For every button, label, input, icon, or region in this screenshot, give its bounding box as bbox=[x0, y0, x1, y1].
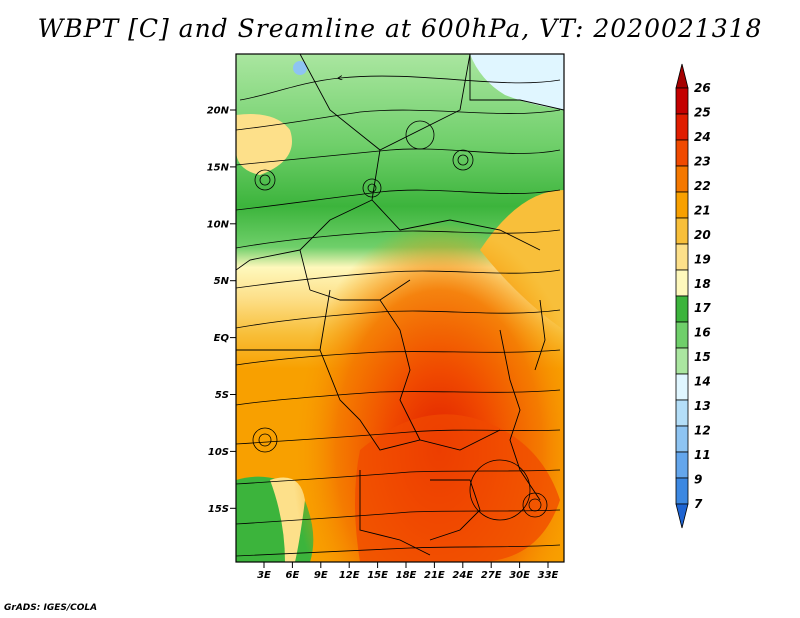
colorbar-swatch bbox=[675, 243, 689, 271]
colorbar-top-arrow bbox=[675, 63, 689, 89]
lon-label: 33E bbox=[538, 570, 559, 581]
colorbar-swatch bbox=[675, 87, 689, 115]
colorbar-label: 17 bbox=[694, 301, 711, 315]
lat-label: 15N bbox=[207, 162, 230, 173]
colorbar-swatch bbox=[675, 347, 689, 375]
colorbar-swatch bbox=[675, 451, 689, 479]
colorbar-swatch bbox=[675, 269, 689, 297]
lon-label: 15E bbox=[367, 570, 388, 581]
colorbar-label: 16 bbox=[694, 326, 711, 340]
colorbar-swatch bbox=[675, 373, 689, 401]
lat-label: 20N bbox=[207, 106, 230, 117]
colorbar-label: 20 bbox=[694, 228, 711, 242]
streamlines bbox=[236, 76, 561, 557]
lat-label: 15S bbox=[208, 504, 229, 515]
colorbar-swatch bbox=[675, 399, 689, 427]
colorbar-label: 15 bbox=[694, 350, 711, 364]
colorbar-swatch bbox=[675, 321, 689, 349]
colorbar-label: 25 bbox=[694, 105, 711, 119]
map-title: WBPT [C] and Sreamline at 600hPa, VT: 20… bbox=[37, 14, 763, 43]
lon-label: 6E bbox=[286, 570, 300, 581]
colorbar-label: 23 bbox=[694, 154, 711, 168]
map-frame bbox=[235, 53, 565, 563]
colorbar-label: 21 bbox=[694, 203, 711, 217]
lat-label: 10S bbox=[208, 447, 229, 458]
colorbar-label: 7 bbox=[694, 497, 703, 511]
colorbar-swatch bbox=[675, 425, 689, 453]
lon-label: 9E bbox=[314, 570, 328, 581]
lon-label: 30E bbox=[509, 570, 530, 581]
colorbar-label: 26 bbox=[694, 81, 711, 95]
lat-axis: 20N 15N 10N 5N EQ 5S 10S 15S bbox=[207, 106, 236, 515]
lat-label: 10N bbox=[207, 219, 230, 230]
footer-credit: GrADS: IGES/COLA bbox=[4, 603, 98, 613]
colorbar-swatch bbox=[675, 113, 689, 141]
colorbar-swatch bbox=[675, 295, 689, 323]
colorbar-label: 9 bbox=[694, 473, 702, 487]
colorbar-label: 11 bbox=[694, 448, 711, 462]
lon-label: 27E bbox=[481, 570, 502, 581]
lat-label: EQ bbox=[214, 333, 230, 344]
lon-label: 18E bbox=[396, 570, 417, 581]
lon-axis: 3E 6E 9E 12E 15E 18E 21E 24E 27E 30E 33E bbox=[257, 562, 559, 581]
lon-label: 21E bbox=[424, 570, 445, 581]
lat-label: 5N bbox=[214, 276, 230, 287]
colorbar-swatch bbox=[675, 477, 689, 505]
colorbar-bottom-arrow bbox=[675, 503, 689, 529]
colorbar-label: 24 bbox=[694, 130, 711, 144]
colorbar-swatch bbox=[675, 165, 689, 193]
colorbar-label: 13 bbox=[694, 399, 711, 413]
lon-label: 24E bbox=[452, 570, 473, 581]
lon-label: 12E bbox=[339, 570, 360, 581]
colorbar-label: 12 bbox=[694, 424, 711, 438]
colorbar-label: 22 bbox=[694, 179, 711, 193]
colorbar: 26 25 24 23 22 21 20 19 18 17 16 15 14 13 12 11 9 7 bbox=[675, 63, 711, 529]
colorbar-swatch bbox=[675, 191, 689, 219]
colorbar-swatch bbox=[675, 217, 689, 245]
map-area bbox=[236, 54, 564, 562]
colorbar-label: 14 bbox=[694, 375, 711, 389]
country-borders bbox=[236, 54, 564, 556]
hot-core bbox=[355, 414, 560, 562]
colorbar-label: 19 bbox=[694, 252, 711, 266]
lon-label: 3E bbox=[257, 570, 271, 581]
lat-label: 5S bbox=[215, 390, 229, 401]
colorbar-swatch bbox=[675, 139, 689, 167]
colorbar-label: 18 bbox=[694, 277, 711, 291]
